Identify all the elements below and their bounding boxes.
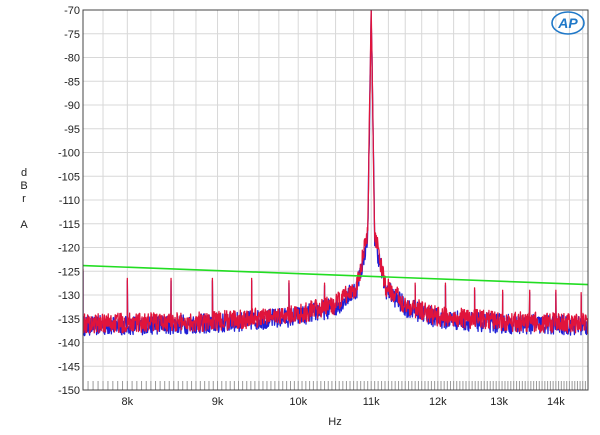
y-tick-label: -95 [64, 124, 80, 136]
y-tick-label: -105 [58, 171, 80, 183]
y-tick-label: -115 [59, 219, 80, 231]
x-tick-label: 12k [429, 396, 447, 408]
y-tick-label: -125 [58, 266, 80, 278]
tick-labels: -70 -75 -80 -85 -90 -95 -100 -105 -110 -115 -120 -1… [58, 5, 565, 408]
y-tick-label: -135 [58, 314, 80, 326]
x-tick-label: 11k [363, 396, 380, 408]
axes [82, 9, 589, 391]
plot-frame [82, 9, 589, 391]
series-line-2 [83, 10, 588, 335]
ap-logo-text: AP [557, 15, 578, 31]
y-axis-title-letter: d [21, 167, 27, 179]
x-tick-label: 14k [547, 396, 565, 408]
y-tick-label: -140 [58, 338, 80, 350]
y-tick-label: -120 [58, 243, 80, 255]
x-tick-label: 8k [122, 396, 134, 408]
y-tick-label: -100 [58, 148, 80, 160]
y-axis-title-letter: A [20, 219, 28, 231]
y-tick-label: -75 [64, 29, 80, 41]
x-tick-label: 10k [289, 396, 307, 408]
ap-logo-ring [551, 11, 585, 35]
x-tick-label: 9k [212, 396, 224, 408]
y-axis-title-letter: B [20, 180, 27, 192]
series-layer [83, 10, 588, 337]
y-tick-label: -130 [58, 290, 80, 302]
y-tick-label: -145 [58, 361, 80, 373]
y-axis-title: dBr A [20, 167, 28, 231]
y-tick-label: -150 [58, 385, 80, 397]
y-tick-label: -110 [59, 195, 80, 207]
x-axis-title: Hz [328, 416, 341, 428]
y-axis-title-letter: r [22, 193, 26, 205]
ap-logo: AP [551, 11, 585, 35]
series-line-3 [83, 264, 588, 286]
x-tick-label: 13k [490, 396, 508, 408]
y-tick-label: -90 [64, 100, 80, 112]
y-tick-label: -70 [64, 5, 80, 17]
y-tick-label: -85 [64, 76, 80, 88]
y-tick-label: -80 [64, 53, 80, 65]
